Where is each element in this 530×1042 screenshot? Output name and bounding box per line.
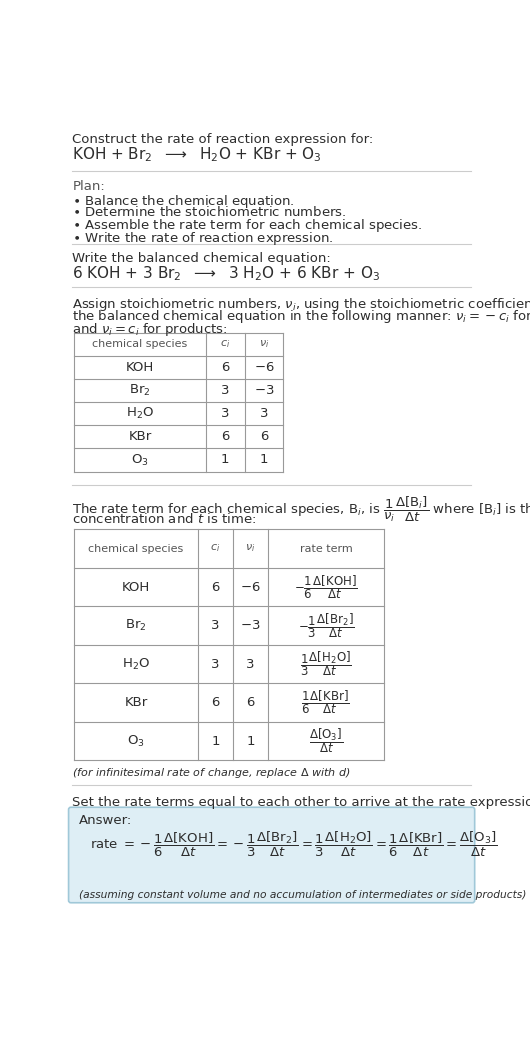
Text: 1: 1 bbox=[260, 453, 268, 467]
Text: 1: 1 bbox=[211, 735, 220, 747]
Text: concentration and $t$ is time:: concentration and $t$ is time: bbox=[73, 512, 257, 525]
Text: $\bullet$ Assemble the rate term for each chemical species.: $\bullet$ Assemble the rate term for eac… bbox=[73, 218, 423, 234]
Text: 6: 6 bbox=[221, 430, 229, 444]
Text: Write the balanced chemical equation:: Write the balanced chemical equation: bbox=[73, 252, 331, 265]
Text: and $\nu_i = c_i$ for products:: and $\nu_i = c_i$ for products: bbox=[73, 321, 228, 338]
Text: $\dfrac{\Delta[\mathrm{O}_3]}{\Delta t}$: $\dfrac{\Delta[\mathrm{O}_3]}{\Delta t}$ bbox=[309, 726, 343, 755]
Text: KOH: KOH bbox=[126, 362, 154, 374]
Text: $c_i$: $c_i$ bbox=[210, 543, 220, 554]
Text: the balanced chemical equation in the following manner: $\nu_i = -c_i$ for react: the balanced chemical equation in the fo… bbox=[73, 308, 530, 325]
Text: The rate term for each chemical species, B$_i$, is $\dfrac{1}{\nu_i}\dfrac{\Delt: The rate term for each chemical species,… bbox=[73, 495, 530, 524]
Text: $-3$: $-3$ bbox=[240, 619, 261, 632]
Text: Assign stoichiometric numbers, $\nu_i$, using the stoichiometric coefficients, $: Assign stoichiometric numbers, $\nu_i$, … bbox=[73, 296, 530, 313]
Text: (for infinitesimal rate of change, replace $\Delta$ with $d$): (for infinitesimal rate of change, repla… bbox=[73, 767, 351, 780]
Text: $\nu_i$: $\nu_i$ bbox=[245, 543, 255, 554]
Text: KOH + Br$_2$  $\longrightarrow$  H$_2$O + KBr + O$_3$: KOH + Br$_2$ $\longrightarrow$ H$_2$O + … bbox=[73, 145, 322, 164]
Text: chemical species: chemical species bbox=[89, 544, 183, 553]
Text: Answer:: Answer: bbox=[78, 814, 132, 827]
Text: $\bullet$ Determine the stoichiometric numbers.: $\bullet$ Determine the stoichiometric n… bbox=[73, 205, 347, 219]
Text: 3: 3 bbox=[211, 619, 220, 632]
Text: 1: 1 bbox=[246, 735, 254, 747]
Text: KOH: KOH bbox=[122, 580, 150, 594]
Text: 3: 3 bbox=[221, 407, 229, 420]
Text: 6: 6 bbox=[211, 696, 219, 709]
Text: 6: 6 bbox=[211, 580, 219, 594]
Text: $\bullet$ Balance the chemical equation.: $\bullet$ Balance the chemical equation. bbox=[73, 193, 295, 209]
Text: $\dfrac{1}{3}\dfrac{\Delta[\mathrm{H_2O}]}{\Delta t}$: $\dfrac{1}{3}\dfrac{\Delta[\mathrm{H_2O}… bbox=[300, 649, 352, 678]
Text: $\dfrac{1}{6}\dfrac{\Delta[\mathrm{KBr}]}{\Delta t}$: $\dfrac{1}{6}\dfrac{\Delta[\mathrm{KBr}]… bbox=[302, 689, 350, 717]
Text: H$_2$O: H$_2$O bbox=[126, 406, 154, 421]
Text: 6: 6 bbox=[221, 362, 229, 374]
Text: $-\dfrac{1}{3}\dfrac{\Delta[\mathrm{Br}_2]}{\Delta t}$: $-\dfrac{1}{3}\dfrac{\Delta[\mathrm{Br}_… bbox=[297, 612, 354, 640]
Text: (assuming constant volume and no accumulation of intermediates or side products): (assuming constant volume and no accumul… bbox=[78, 890, 526, 899]
Text: $c_i$: $c_i$ bbox=[220, 339, 230, 350]
Text: $-\dfrac{1}{6}\dfrac{\Delta[\mathrm{KOH}]}{\Delta t}$: $-\dfrac{1}{6}\dfrac{\Delta[\mathrm{KOH}… bbox=[294, 573, 358, 601]
Text: 3: 3 bbox=[246, 658, 254, 671]
Text: rate term: rate term bbox=[299, 544, 352, 553]
Text: rate $= -\dfrac{1}{6}\dfrac{\Delta[\mathrm{KOH}]}{\Delta t} = -\dfrac{1}{3}\dfra: rate $= -\dfrac{1}{6}\dfrac{\Delta[\math… bbox=[90, 829, 497, 859]
Text: $-6$: $-6$ bbox=[253, 362, 274, 374]
Text: Set the rate terms equal to each other to arrive at the rate expression:: Set the rate terms equal to each other t… bbox=[73, 796, 530, 809]
Text: Br$_2$: Br$_2$ bbox=[129, 383, 151, 398]
Text: O$_3$: O$_3$ bbox=[127, 734, 145, 748]
Text: 3: 3 bbox=[211, 658, 220, 671]
Text: KBr: KBr bbox=[128, 430, 152, 444]
Text: $-3$: $-3$ bbox=[254, 384, 274, 397]
Text: $-6$: $-6$ bbox=[240, 580, 261, 594]
Text: $\nu_i$: $\nu_i$ bbox=[259, 339, 269, 350]
Text: Construct the rate of reaction expression for:: Construct the rate of reaction expressio… bbox=[73, 132, 374, 146]
Text: O$_3$: O$_3$ bbox=[131, 452, 149, 468]
Text: Br$_2$: Br$_2$ bbox=[125, 618, 147, 634]
Text: 6: 6 bbox=[246, 696, 254, 709]
Text: 6: 6 bbox=[260, 430, 268, 444]
FancyBboxPatch shape bbox=[68, 808, 475, 902]
Text: 3: 3 bbox=[221, 384, 229, 397]
Text: KBr: KBr bbox=[125, 696, 148, 709]
Text: chemical species: chemical species bbox=[92, 340, 188, 349]
Text: $\bullet$ Write the rate of reaction expression.: $\bullet$ Write the rate of reaction exp… bbox=[73, 229, 334, 247]
Text: H$_2$O: H$_2$O bbox=[122, 656, 150, 672]
Text: Plan:: Plan: bbox=[73, 180, 105, 194]
Text: 1: 1 bbox=[221, 453, 229, 467]
Text: 3: 3 bbox=[260, 407, 268, 420]
Text: 6 KOH + 3 Br$_2$  $\longrightarrow$  3 H$_2$O + 6 KBr + O$_3$: 6 KOH + 3 Br$_2$ $\longrightarrow$ 3 H$_… bbox=[73, 265, 381, 283]
